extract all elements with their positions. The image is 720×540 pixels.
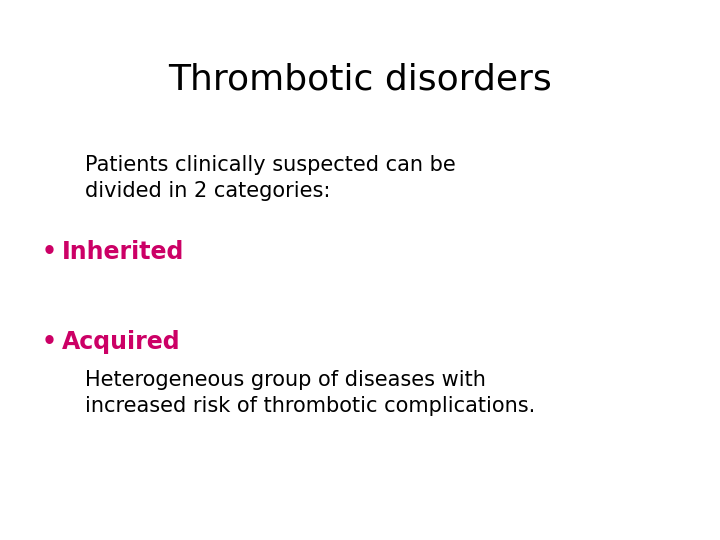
Text: •: • [42,330,57,354]
Text: Thrombotic disorders: Thrombotic disorders [168,62,552,96]
Text: Acquired: Acquired [62,330,181,354]
Text: •: • [42,240,57,264]
Text: Inherited: Inherited [62,240,184,264]
Text: Heterogeneous group of diseases with
increased risk of thrombotic complications.: Heterogeneous group of diseases with inc… [85,370,535,416]
Text: Patients clinically suspected can be
divided in 2 categories:: Patients clinically suspected can be div… [85,155,456,201]
